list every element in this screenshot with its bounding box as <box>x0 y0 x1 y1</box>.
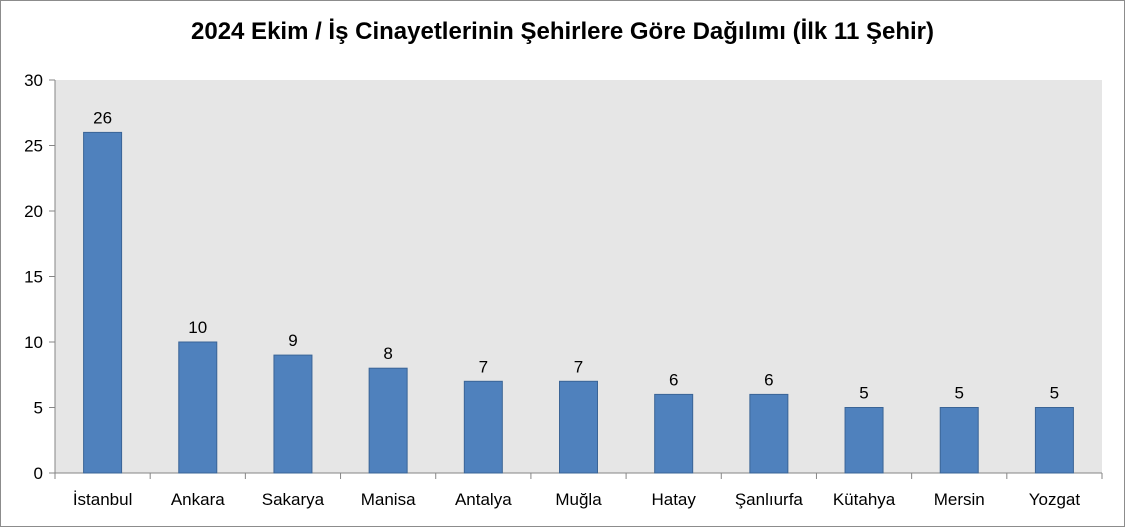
y-tick-label: 25 <box>24 137 43 156</box>
bar <box>463 380 503 474</box>
bar <box>749 393 789 474</box>
category-label: Manisa <box>361 490 416 509</box>
bar <box>654 393 694 474</box>
bar <box>368 367 408 474</box>
bar <box>844 407 884 474</box>
y-tick-label: 0 <box>34 464 43 483</box>
data-label: 6 <box>669 370 678 389</box>
data-label: 9 <box>288 331 297 350</box>
chart-title: 2024 Ekim / İş Cinayetlerinin Şehirlere … <box>191 18 934 45</box>
bar <box>83 131 123 474</box>
category-label: Şanlıurfa <box>735 490 804 509</box>
y-tick-label: 30 <box>24 71 43 90</box>
data-label: 7 <box>479 357 488 376</box>
category-label: Ankara <box>171 490 225 509</box>
category-label: Antalya <box>455 490 512 509</box>
category-label: Muğla <box>555 490 602 509</box>
data-label: 5 <box>1050 384 1059 403</box>
data-label: 5 <box>859 384 868 403</box>
category-label: Mersin <box>934 490 985 509</box>
data-label: 8 <box>383 344 392 363</box>
data-label: 5 <box>954 384 963 403</box>
category-label: Sakarya <box>262 490 325 509</box>
bar <box>939 407 979 474</box>
bar <box>1034 407 1074 474</box>
bars <box>83 131 1074 474</box>
data-label: 10 <box>188 318 207 337</box>
category-label: Yozgat <box>1029 490 1081 509</box>
category-label: Hatay <box>651 490 696 509</box>
y-tick-label: 20 <box>24 202 43 221</box>
y-tick-label: 10 <box>24 333 43 352</box>
data-label: 7 <box>574 357 583 376</box>
bar <box>178 341 218 474</box>
bar <box>559 380 598 474</box>
data-label: 26 <box>93 108 112 127</box>
category-label: İstanbul <box>73 490 133 509</box>
y-tick-label: 5 <box>34 399 43 418</box>
y-tick-label: 15 <box>24 268 43 287</box>
bar <box>273 354 313 474</box>
data-label: 6 <box>764 370 773 389</box>
labels: 26 İstanbul 10 Ankara 9 Sakarya 8 Manisa 7 Antaly… <box>73 108 1081 509</box>
category-label: Kütahya <box>833 490 896 509</box>
